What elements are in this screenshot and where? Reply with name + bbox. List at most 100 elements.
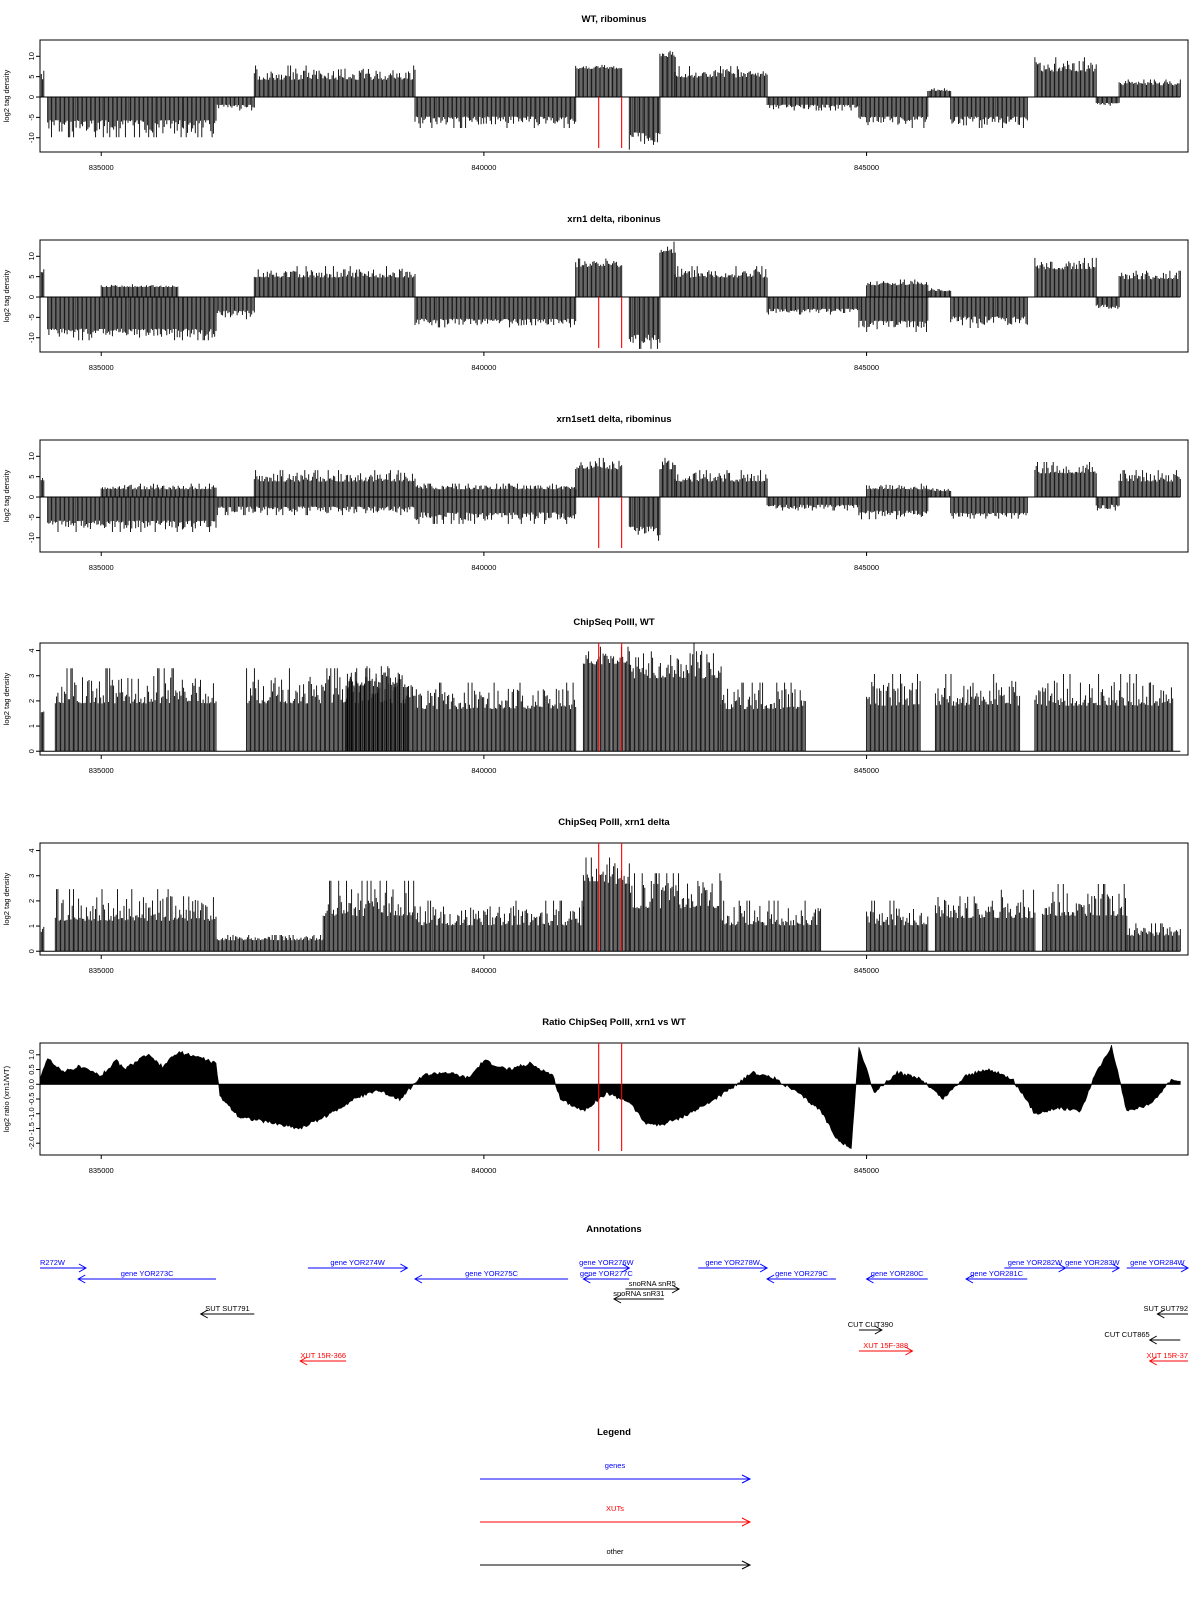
y-tick-label: -0.5 bbox=[27, 1093, 36, 1106]
panel-title: xrn1set1 delta, ribominus bbox=[556, 414, 671, 425]
panel-frame bbox=[39, 642, 1189, 756]
x-tick-label: 845000 bbox=[854, 563, 879, 572]
panel-title: ChipSeq PolII, WT bbox=[573, 617, 654, 628]
signal-bars bbox=[414, 483, 577, 497]
arrow-head bbox=[78, 1263, 87, 1273]
signal-bars bbox=[1034, 462, 1097, 497]
annotation-label: gene YOR273C bbox=[121, 1269, 174, 1278]
signal-bars bbox=[345, 666, 408, 752]
signal-bars bbox=[927, 288, 952, 297]
panel-frame bbox=[39, 842, 1189, 956]
signal-bars bbox=[866, 279, 929, 297]
annotation-label: CUT CUT390 bbox=[848, 1320, 893, 1329]
signal-bars bbox=[628, 873, 722, 952]
signal-bars bbox=[1034, 57, 1097, 97]
signal-bars bbox=[39, 478, 45, 497]
signal-bars bbox=[1095, 297, 1120, 309]
x-tick-label: 840000 bbox=[471, 163, 496, 172]
signal-bars bbox=[47, 297, 217, 341]
signal-bars bbox=[1042, 884, 1128, 952]
annotation-label: gene YOR279C bbox=[775, 1269, 828, 1278]
signal-bars bbox=[414, 682, 577, 752]
arrow-head bbox=[1180, 1263, 1190, 1273]
x-tick-label: 835000 bbox=[89, 363, 114, 372]
signal-bars bbox=[39, 267, 45, 297]
x-tick-label: 840000 bbox=[471, 563, 496, 572]
legend-title: Legend bbox=[597, 1427, 631, 1438]
y-tick-label: 2 bbox=[27, 699, 36, 703]
y-tick-label: 1 bbox=[27, 924, 36, 928]
y-tick-label: 0.0 bbox=[27, 1079, 36, 1089]
signal-bars bbox=[659, 457, 676, 497]
x-tick-label: 845000 bbox=[854, 766, 879, 775]
y-tick-label: 4 bbox=[27, 848, 36, 852]
ratio-area bbox=[39, 1045, 1181, 1149]
panel-title: xrn1 delta, riboninus bbox=[567, 214, 660, 225]
signal-bars bbox=[575, 258, 623, 297]
signal-bars bbox=[1126, 923, 1181, 952]
legend-label: XUTs bbox=[606, 1504, 624, 1513]
signal-bars bbox=[950, 497, 1028, 519]
legend-arrow-head bbox=[741, 1474, 752, 1484]
signal-bars bbox=[659, 241, 676, 297]
y-tick-label: -10 bbox=[27, 132, 36, 143]
signal-bars bbox=[414, 497, 577, 524]
signal-bars bbox=[100, 483, 217, 497]
arrow-head bbox=[77, 1274, 86, 1284]
x-tick-label: 835000 bbox=[89, 563, 114, 572]
signal-bars bbox=[47, 497, 217, 532]
signal-bars bbox=[414, 97, 577, 128]
signal-bars bbox=[47, 97, 217, 138]
signal-bars bbox=[858, 497, 929, 520]
annotation-label: XUT 15R-366 bbox=[300, 1351, 346, 1360]
y-tick-label: 5 bbox=[27, 275, 36, 279]
signal-bars bbox=[575, 457, 623, 497]
y-tick-label: 10 bbox=[27, 252, 36, 260]
signal-bars bbox=[215, 97, 255, 111]
arrow-head bbox=[400, 1263, 409, 1273]
y-axis-label: log2 ratio (xrn1/WT) bbox=[2, 1065, 11, 1132]
annotation-label: CUT CUT865 bbox=[1104, 1330, 1149, 1339]
signal-bars bbox=[1095, 497, 1120, 511]
y-tick-label: 0 bbox=[27, 949, 36, 953]
y-axis-label: log2 tag density bbox=[2, 69, 11, 122]
signal-bars bbox=[866, 900, 929, 952]
arrow-head bbox=[965, 1274, 974, 1284]
signal-bars bbox=[54, 668, 217, 752]
arrow-head bbox=[1148, 1356, 1157, 1366]
signal-bars bbox=[1034, 674, 1174, 752]
signal-bars bbox=[858, 297, 929, 332]
signal-bars bbox=[414, 297, 577, 328]
annotation-label: snoRNA snR5 bbox=[629, 1279, 676, 1288]
legend-arrow-head bbox=[741, 1560, 752, 1570]
signal-bars bbox=[1095, 97, 1120, 106]
signal-bars bbox=[1118, 270, 1181, 297]
signal-bars bbox=[927, 488, 952, 497]
y-axis-label: log2 tag density bbox=[2, 672, 11, 725]
signal-bars bbox=[674, 470, 768, 497]
signal-bars bbox=[575, 64, 623, 97]
y-tick-label: 1.0 bbox=[27, 1050, 36, 1060]
signal-bars bbox=[215, 497, 255, 516]
annotation-label: snoRNA snR31 bbox=[613, 1289, 664, 1298]
annotation-label: gene YOR283W bbox=[1065, 1258, 1120, 1267]
arrow-head bbox=[414, 1274, 423, 1284]
arrow-head bbox=[1148, 1335, 1157, 1345]
signal-bars bbox=[100, 284, 179, 297]
y-tick-label: 0 bbox=[27, 295, 36, 299]
signal-bars bbox=[866, 483, 929, 497]
signal-bars bbox=[54, 889, 217, 952]
y-tick-label: -5 bbox=[27, 314, 36, 321]
signal-bars bbox=[1118, 79, 1181, 97]
y-tick-label: 1 bbox=[27, 724, 36, 728]
annotation-label: gene YOR280C bbox=[871, 1269, 924, 1278]
arrow-head bbox=[299, 1356, 308, 1366]
signal-bars bbox=[246, 668, 416, 752]
signal-bars bbox=[253, 65, 416, 97]
signal-bars bbox=[766, 297, 860, 315]
signal-bars bbox=[253, 470, 416, 497]
annotation-label: gene YOR281C bbox=[970, 1269, 1023, 1278]
arrow-head bbox=[759, 1263, 769, 1273]
x-tick-label: 835000 bbox=[89, 163, 114, 172]
signal-bars bbox=[858, 97, 929, 128]
